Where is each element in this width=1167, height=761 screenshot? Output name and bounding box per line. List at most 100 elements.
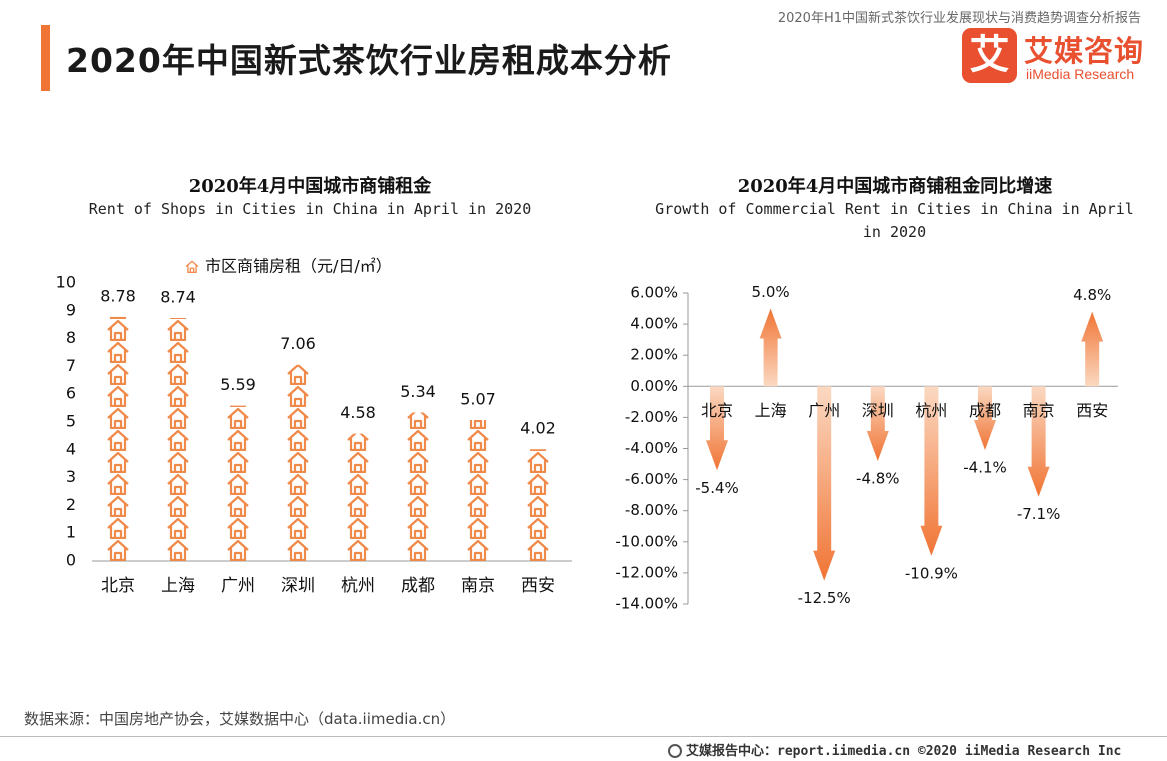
growth-y-tick: -14.00% (615, 595, 678, 613)
rent-bar-house-icon (166, 517, 190, 539)
rent-value-label: 5.34 (400, 382, 436, 401)
rent-value-label: 8.78 (100, 286, 136, 305)
rent-bar-house-icon (466, 451, 490, 473)
rent-bar-house-icon (226, 451, 250, 473)
rent-bar-house-icon (406, 539, 430, 561)
rent-bar-house-icon (286, 364, 310, 385)
rent-bar-house-icon (106, 319, 130, 341)
growth-y-tick: -6.00% (625, 470, 678, 488)
growth-chart-subtitle-line1: Growth of Commercial Rent in Cities in C… (655, 200, 1134, 218)
rent-bar-house-icon (226, 539, 250, 561)
rent-bar-house-icon (526, 451, 550, 473)
rent-bar-house-icon (526, 473, 550, 495)
rent-x-tick: 杭州 (341, 576, 375, 596)
growth-y-tick: -8.00% (625, 501, 678, 519)
rent-bar-house-icon (166, 385, 190, 407)
title-accent-bar (41, 25, 50, 91)
growth-value-label: 4.8% (1073, 286, 1111, 304)
rent-bar-house-icon (466, 473, 490, 495)
rent-bar-house-icon (166, 495, 190, 517)
rent-bar-house-icon (346, 451, 370, 473)
rent-bar-house-icon (346, 433, 370, 451)
rent-bar-house-icon (406, 495, 430, 517)
rent-value-label: 4.02 (520, 419, 556, 438)
globe-icon (668, 744, 682, 758)
rent-value-label: 7.06 (280, 334, 316, 353)
growth-x-tick: 上海 (755, 401, 787, 420)
rent-bar-house-icon (286, 517, 310, 539)
rent-bar-house-icon (406, 451, 430, 473)
rent-value-label: 5.07 (460, 390, 496, 409)
rent-bar-1 (166, 318, 190, 561)
growth-y-tick: -2.00% (625, 408, 678, 426)
rent-bar-house-icon (106, 407, 130, 429)
growth-arrow-3 (866, 386, 889, 461)
rent-bar-house-icon (406, 473, 430, 495)
growth-y-tick: 0.00% (630, 377, 678, 395)
rent-x-tick: 深圳 (281, 576, 315, 596)
rent-y-tick: 0 (66, 551, 76, 570)
rent-bar-house-icon (106, 473, 130, 495)
rent-bar-house-icon (286, 385, 310, 407)
footer-divider (0, 736, 1167, 737)
rent-bar-0 (106, 316, 130, 561)
rent-x-tick: 上海 (161, 576, 195, 596)
rent-bar-house-icon (106, 341, 130, 363)
growth-value-label: -12.5% (798, 589, 851, 607)
rent-bar-house-icon (226, 429, 250, 451)
rent-bar-house-icon (466, 495, 490, 517)
rent-bar-house-icon (166, 319, 190, 341)
rent-bar-4 (346, 433, 370, 561)
rent-bar-house-icon (226, 473, 250, 495)
rent-bar-house-icon (346, 517, 370, 539)
rent-chart-title: 2020年4月中国城市商铺租金 (188, 176, 432, 197)
rent-bar-house-icon (106, 363, 130, 385)
logo-en: iiMedia Research (1026, 66, 1135, 82)
growth-arrow-5 (974, 386, 996, 451)
growth-arrow-4 (920, 386, 943, 556)
growth-arrow-0 (706, 386, 728, 471)
growth-value-label: -7.1% (1017, 505, 1061, 523)
growth-chart: 6.00% 4.00% 2.00% 0.00% -2.00% -4.00% -6.00% -8… (615, 283, 1118, 613)
rent-bar-house-icon (106, 539, 130, 561)
growth-x-tick: 西安 (1076, 401, 1108, 420)
rent-bar-house-icon (526, 495, 550, 517)
rent-y-tick: 6 (66, 384, 76, 403)
rent-bar-house-icon (166, 341, 190, 363)
rent-bar-house-icon (406, 517, 430, 539)
rent-bar-house-icon (406, 429, 430, 451)
growth-y-tick: -12.00% (615, 563, 678, 581)
rent-bar-house-icon (286, 495, 310, 517)
rent-y-tick: 7 (66, 356, 76, 375)
rent-bar-house-icon (466, 429, 490, 451)
rent-bar-house-icon (286, 473, 310, 495)
rent-bar-house-icon (166, 363, 190, 385)
rent-bar-house-icon (346, 473, 370, 495)
rent-y-tick: 5 (66, 412, 76, 431)
growth-y-tick: 6.00% (630, 284, 678, 302)
growth-x-tick: 北京 (701, 401, 733, 420)
growth-arrow-1 (759, 308, 782, 387)
rent-y-tick: 10 (56, 273, 76, 292)
growth-x-tick: 广州 (808, 401, 840, 420)
rent-bar-house-icon (166, 473, 190, 495)
growth-chart-title: 2020年4月中国城市商铺租金同比增速 (737, 176, 1053, 197)
growth-x-tick: 南京 (1023, 401, 1055, 420)
rent-x-tick: 西安 (521, 576, 555, 596)
growth-value-label: -10.9% (905, 564, 958, 582)
report-title: 2020年H1中国新式茶饮行业发展现状与消费趋势调查分析报告 (777, 11, 1141, 26)
rent-chart-subtitle: Rent of Shops in Cities in China in Apri… (88, 200, 532, 218)
rent-bar-house-icon (286, 539, 310, 561)
growth-x-tick: 深圳 (862, 401, 894, 420)
rent-bar-house-icon (466, 539, 490, 561)
rent-y-tick: 4 (66, 439, 76, 458)
rent-bar-6 (466, 420, 490, 561)
growth-y-tick: -10.00% (615, 532, 678, 550)
growth-y-tick: 4.00% (630, 315, 678, 333)
logo: 艾 艾媒咨询 iiMedia Research (962, 28, 1162, 88)
growth-y-tick: 2.00% (630, 346, 678, 364)
growth-y-tick: -4.00% (625, 439, 678, 457)
rent-bar-house-icon (466, 420, 490, 429)
rent-bar-house-icon (226, 407, 250, 429)
growth-arrow-2 (813, 386, 836, 581)
